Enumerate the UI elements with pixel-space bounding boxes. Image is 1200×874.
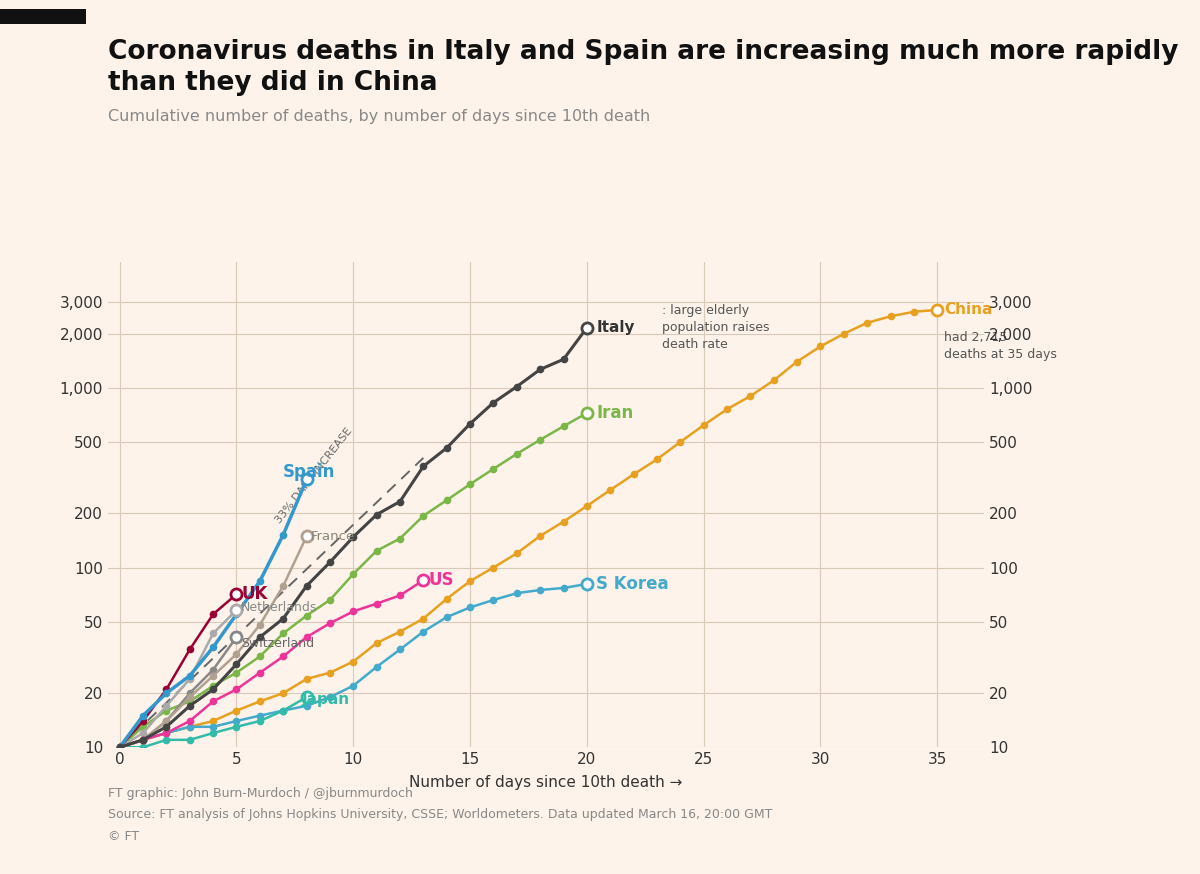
Text: © FT: © FT xyxy=(108,830,139,843)
X-axis label: Number of days since 10th death →: Number of days since 10th death → xyxy=(409,775,683,790)
Text: than they did in China: than they did in China xyxy=(108,70,438,96)
Text: China: China xyxy=(944,302,992,317)
Text: Cumulative number of deaths, by number of days since 10th death: Cumulative number of deaths, by number o… xyxy=(108,109,650,124)
Text: had 2,715
deaths at 35 days: had 2,715 deaths at 35 days xyxy=(944,331,1057,362)
Text: Switzerland: Switzerland xyxy=(241,636,314,649)
Text: Italy: Italy xyxy=(596,320,635,336)
Text: Iran: Iran xyxy=(596,405,634,422)
Text: Spain: Spain xyxy=(283,463,336,481)
Text: Source: FT analysis of Johns Hopkins University, CSSE; Worldometers. Data update: Source: FT analysis of Johns Hopkins Uni… xyxy=(108,808,773,822)
Text: : large elderly
population raises
death rate: : large elderly population raises death … xyxy=(661,304,769,351)
Text: France: France xyxy=(311,531,355,544)
Text: 33% DAILY INCREASE: 33% DAILY INCREASE xyxy=(274,426,354,525)
Text: US: US xyxy=(428,572,454,589)
Text: Coronavirus deaths in Italy and Spain are increasing much more rapidly: Coronavirus deaths in Italy and Spain ar… xyxy=(108,39,1178,66)
Text: S Korea: S Korea xyxy=(596,575,668,593)
Text: FT graphic: John Burn-Murdoch / @jburnmurdoch: FT graphic: John Burn-Murdoch / @jburnmu… xyxy=(108,787,413,800)
Text: UK: UK xyxy=(241,586,268,603)
Text: Japan: Japan xyxy=(302,691,350,707)
Text: Netherlands: Netherlands xyxy=(241,601,318,614)
